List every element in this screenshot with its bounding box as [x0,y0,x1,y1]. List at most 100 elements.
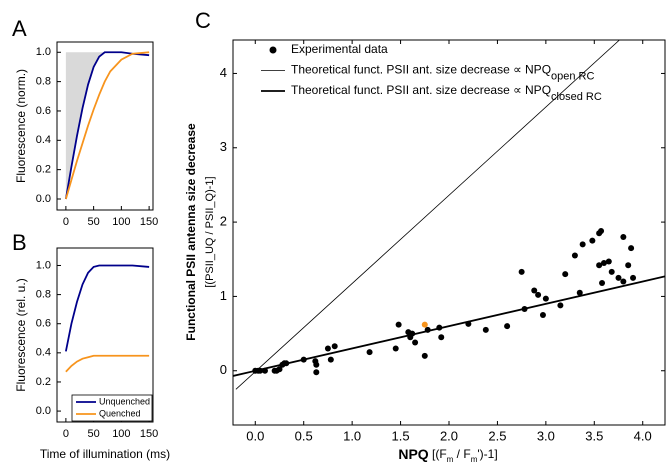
data-point [331,343,338,350]
data-point [395,321,402,328]
y-tick-label: 0.8 [36,289,51,301]
data-point [599,280,606,287]
x-label-part: m [447,455,454,464]
legend-label: Quenched [99,408,141,418]
panel-label: A [12,16,27,41]
x-tick-label: 100 [112,216,130,228]
data-point [504,323,511,330]
y-tick-label: 0.0 [36,193,51,205]
data-line [64,51,150,200]
x-tick-label: 0.5 [295,428,313,443]
data-point [531,287,538,294]
data-point [327,356,334,363]
x-tick-label: 50 [87,216,99,228]
x-axis-label: Time of illumination (ms) [40,447,170,461]
x-label-part: [(F [429,447,447,461]
data-point [625,262,632,269]
y-axis-label: Fluorescence (rel. u.) [14,278,28,391]
data-line [235,40,620,390]
x-tick-label: 2.5 [488,428,506,443]
legend-name-sub: closed RC [551,91,602,103]
shaded-area [65,52,105,199]
plot-frame [56,41,154,211]
data-point [630,274,637,281]
x-tick-label: 2.0 [440,428,458,443]
data-point [571,252,578,259]
data-point [421,321,428,328]
x-tick-label: 4.0 [634,428,652,443]
data-point [539,312,546,318]
data-point [620,278,627,285]
data-line [65,51,150,200]
data-point [421,352,428,359]
x-tick-label: 3.0 [537,428,555,443]
y-tick-label: 0.4 [36,134,51,146]
x-label-part: NPQ [398,446,428,462]
plot-frame [56,247,154,423]
x-label-part: / F [453,447,470,461]
y-tick-label: 1 [220,288,227,303]
panel-label: C [195,8,211,33]
y-tick-label: 0.2 [36,164,51,176]
y-axis-label: Functional PSII antenna size decrease [184,123,198,341]
data-point [579,241,586,248]
data-point [562,271,569,278]
data-point [438,334,445,341]
data-line [65,354,150,373]
legend-label: Theoretical funct. PSII ant. size decrea… [291,63,595,83]
legend-name: Theoretical funct. PSII ant. size decrea… [291,83,551,97]
y-axis-label: Fluorescence (norm.) [14,69,28,183]
data-point [600,259,607,266]
y-tick-label: 1.0 [36,259,51,271]
data-point [598,228,605,235]
data-point [620,233,627,240]
data-point [615,274,622,281]
y-axis-label-units: [(PSII_UQ / PSII_Q)-1] [204,176,216,287]
data-point [366,349,373,356]
x-tick-label: 0 [63,216,69,228]
legend-label: Theoretical funct. PSII ant. size decrea… [291,83,602,103]
x-tick-label: 0.0 [246,428,264,443]
legend-swatch [269,46,277,54]
data-line [64,264,150,352]
y-tick-label: 3 [220,139,227,154]
data-point [482,326,489,333]
data-point [628,245,635,252]
legend-name: Experimental data [291,42,388,56]
panel-label: B [12,230,27,255]
x-tick-label: 150 [140,428,158,440]
x-label-part: ')-1] [477,447,497,461]
y-tick-label: 0.0 [36,405,51,417]
data-point [596,262,603,269]
data-point [605,258,612,265]
x-tick-label: 150 [140,216,158,228]
y-tick-label: 0.6 [36,318,51,330]
x-tick-label: 1.5 [392,428,410,443]
y-tick-label: 0 [220,362,227,377]
x-tick-label: 50 [87,428,99,440]
data-point [535,291,542,298]
data-point [313,369,320,376]
data-point [276,366,283,373]
legend-name: Theoretical funct. PSII ant. size decrea… [291,63,551,77]
data-line [233,275,665,377]
data-point [608,268,615,275]
legend-label: Unquenched [99,396,150,406]
data-point [589,237,596,244]
y-tick-label: 1.0 [36,46,51,58]
data-point [557,302,564,309]
legend-label: Experimental data [291,42,388,56]
y-tick-label: 0.4 [36,347,51,359]
data-point [324,345,331,352]
y-tick-label: 2 [220,214,227,229]
x-tick-label: 100 [112,428,130,440]
legend-name-sub: open RC [551,70,594,82]
data-point [576,289,583,296]
y-tick-label: 0.8 [36,76,51,88]
data-point [392,345,399,352]
x-tick-label: 1.0 [343,428,361,443]
x-axis-label: NPQ [(Fm / Fm')-1] [398,446,497,464]
x-tick-label: 0 [63,428,69,440]
